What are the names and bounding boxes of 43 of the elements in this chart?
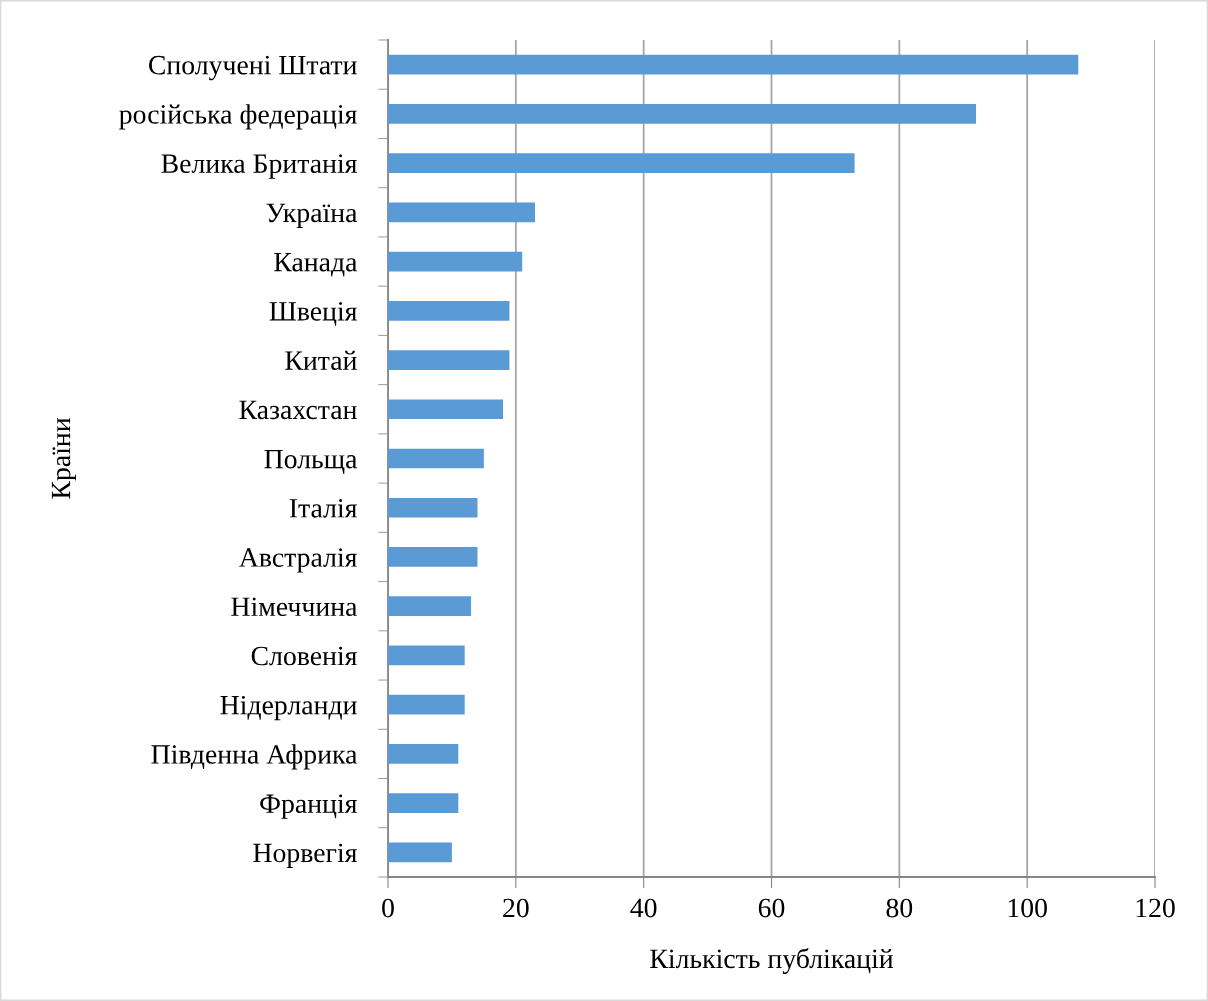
y-tick-label: Італія — [289, 498, 357, 518]
bar — [388, 744, 459, 764]
bar — [388, 694, 465, 715]
bar — [388, 842, 452, 863]
y-axis-title: Країни — [51, 418, 76, 499]
bar — [388, 251, 523, 272]
y-tick-label: Швеція — [269, 302, 357, 326]
bar — [388, 645, 465, 666]
y-tick-label: Польща — [264, 449, 358, 474]
bar — [388, 497, 478, 518]
bar — [388, 399, 504, 420]
y-tick-label: російська федерація — [119, 104, 357, 130]
y-tick-label: Німеччина — [231, 597, 358, 617]
x-tick-label: 100 — [1008, 898, 1047, 918]
x-tick-label: 0 — [382, 898, 394, 918]
bar — [388, 300, 510, 321]
bar — [388, 596, 472, 617]
y-tick-label: Франція — [260, 794, 357, 819]
bar — [388, 350, 510, 370]
x-tick-label: 40 — [630, 898, 657, 918]
y-tick-label: Австралія — [239, 548, 357, 573]
x-axis-title: Кількість публікацій — [650, 948, 894, 974]
y-tick-label: Казахстан — [239, 400, 357, 420]
bar — [388, 54, 1079, 75]
y-tick-label: Велика Британія — [161, 154, 357, 179]
x-tick-label: 120 — [1136, 898, 1175, 918]
y-tick-label: Китай — [285, 350, 357, 370]
bar — [388, 153, 855, 173]
x-tick-label: 20 — [503, 898, 529, 918]
y-tick-label: Словенія — [251, 646, 357, 666]
bar — [388, 202, 536, 223]
y-tick-label: Сполучені Штати — [148, 55, 357, 81]
x-tick-label: 80 — [886, 898, 913, 918]
y-tick-label: Україна — [266, 203, 358, 228]
bar — [388, 104, 977, 124]
x-tick-label: 60 — [758, 898, 785, 918]
y-tick-label: Нідерланди — [220, 695, 357, 721]
bar — [388, 448, 484, 469]
bar — [388, 547, 478, 567]
y-tick-label: Норвегія — [253, 843, 357, 868]
y-tick-label: Південна Африка — [151, 744, 358, 770]
bar — [388, 793, 459, 813]
y-tick-label: Канада — [274, 253, 358, 277]
